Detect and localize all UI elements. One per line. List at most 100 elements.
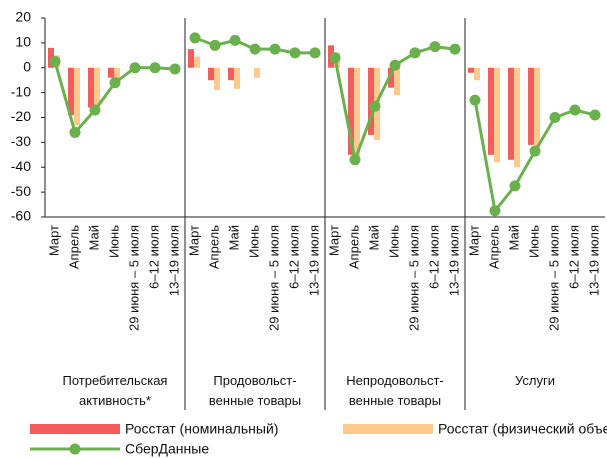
line-marker xyxy=(229,34,241,46)
line-marker xyxy=(269,43,281,55)
y-tick-label: 20 xyxy=(15,9,31,25)
group-label: Потребительская активность* xyxy=(63,373,168,408)
bar xyxy=(534,67,540,148)
x-tick-label: Март xyxy=(466,225,481,256)
x-tick-label: Июнь xyxy=(526,225,541,258)
line-marker xyxy=(209,39,221,51)
x-tick-label: 29 июня – 5 июля xyxy=(266,225,281,331)
bar xyxy=(88,67,94,108)
x-tick-label: 29 июня – 5 июля xyxy=(406,225,421,331)
x-tick-label: Июнь xyxy=(246,225,261,258)
line-marker xyxy=(449,43,461,55)
x-tick-label: Май xyxy=(86,225,101,250)
x-tick-label: 13–19 июля xyxy=(166,225,181,296)
bar xyxy=(528,67,534,145)
line-marker xyxy=(329,52,341,64)
x-tick-label: 13–19 июля xyxy=(446,225,461,296)
legend-label: СберДанные xyxy=(125,441,209,457)
x-tick-label: Май xyxy=(366,225,381,250)
line-marker xyxy=(49,56,61,68)
bar xyxy=(488,67,494,155)
line-marker xyxy=(189,32,201,44)
bar xyxy=(368,67,374,135)
line-marker xyxy=(69,126,81,138)
x-tick-label: Март xyxy=(46,225,61,256)
y-tick-label: 0 xyxy=(23,58,31,74)
bar xyxy=(394,67,400,96)
line-marker xyxy=(289,47,301,59)
line-marker xyxy=(509,180,521,192)
line-marker xyxy=(369,100,381,112)
bar xyxy=(214,67,220,91)
bar xyxy=(254,67,260,78)
group-label: Непродовольст-венные товары xyxy=(346,373,444,408)
x-tick-label: Апрель xyxy=(66,225,81,269)
bar xyxy=(94,67,100,113)
x-tick-label: 6–12 июля xyxy=(146,225,161,289)
bar xyxy=(194,56,200,68)
line-marker xyxy=(589,109,601,121)
line-marker xyxy=(389,59,401,71)
x-tick-label: Июнь xyxy=(386,225,401,258)
y-tick-label: -30 xyxy=(11,133,31,149)
line-marker xyxy=(469,94,481,106)
legend-label: Росстат (физический объем) xyxy=(438,421,607,437)
line-marker xyxy=(549,112,561,123)
x-tick-label: Май xyxy=(226,225,241,250)
x-tick-label: Июнь xyxy=(106,225,121,258)
bar xyxy=(348,67,354,155)
x-tick-label: Апрель xyxy=(346,225,361,269)
x-tick-label: 6–12 июля xyxy=(426,225,441,289)
x-tick-label: Апрель xyxy=(486,225,501,269)
legend-swatch xyxy=(343,424,433,434)
bar xyxy=(474,67,480,81)
bar xyxy=(188,49,194,68)
bar xyxy=(388,67,394,88)
line-marker xyxy=(149,62,161,74)
line-marker xyxy=(109,77,121,89)
x-tick-label: 6–12 июля xyxy=(286,225,301,289)
y-tick-label: -40 xyxy=(11,158,31,174)
line-marker xyxy=(429,41,441,53)
bar xyxy=(514,67,520,168)
line-marker xyxy=(249,43,261,55)
y-tick-label: -60 xyxy=(11,208,31,224)
legend-label: Росстат (номинальный) xyxy=(125,421,278,437)
bar xyxy=(508,67,514,160)
line-marker xyxy=(129,62,141,74)
line-marker xyxy=(569,104,581,116)
bar xyxy=(108,67,114,78)
group-label: Услуги xyxy=(515,373,555,388)
x-tick-label: Май xyxy=(506,225,521,250)
line-marker xyxy=(349,154,361,166)
x-tick-label: Март xyxy=(326,225,341,256)
y-tick-label: -10 xyxy=(11,83,31,99)
x-tick-label: Апрель xyxy=(206,225,221,269)
bar xyxy=(114,67,120,81)
bar xyxy=(468,67,474,73)
x-tick-label: 13–19 июля xyxy=(586,225,601,296)
bar xyxy=(68,67,74,116)
x-tick-label: 29 июня – 5 июля xyxy=(546,225,561,331)
y-tick-label: 10 xyxy=(15,34,31,50)
x-tick-label: 13–19 июля xyxy=(306,225,321,296)
y-tick-label: -20 xyxy=(11,108,31,124)
bar xyxy=(208,67,214,81)
line-marker xyxy=(529,145,541,157)
x-tick-label: 29 июня – 5 июля xyxy=(126,225,141,331)
legend-swatch xyxy=(30,424,120,434)
legend-marker xyxy=(69,443,81,455)
line-marker xyxy=(409,47,421,59)
line-marker xyxy=(489,205,501,217)
x-tick-label: Март xyxy=(186,225,201,256)
bar xyxy=(494,67,500,163)
line-marker xyxy=(89,104,101,116)
bar xyxy=(228,67,234,81)
bar xyxy=(234,67,240,89)
x-tick-label: 6–12 июля xyxy=(566,225,581,289)
y-tick-label: -50 xyxy=(11,183,31,199)
line-marker xyxy=(309,47,321,59)
bar xyxy=(354,67,360,160)
bar xyxy=(74,67,80,125)
